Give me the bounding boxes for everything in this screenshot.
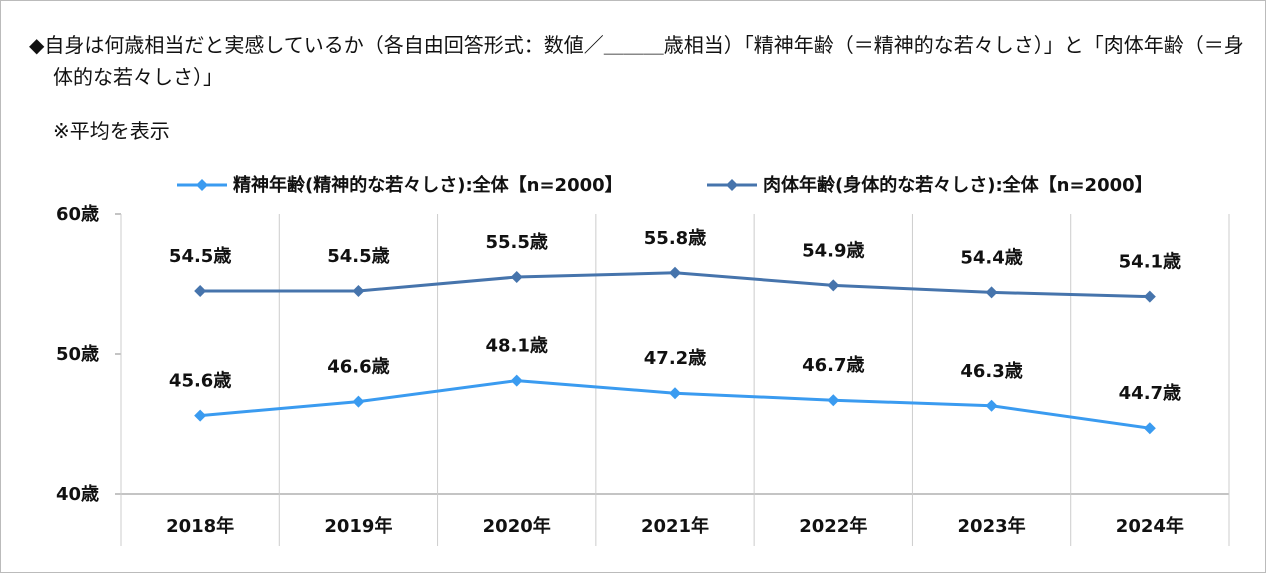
- value-label: 54.4歳: [960, 247, 1022, 268]
- x-tick-label: 2022年: [799, 515, 867, 537]
- point: [1143, 422, 1156, 435]
- point: [510, 271, 523, 283]
- value-label: 54.5歳: [169, 246, 231, 267]
- chart-subtitle: ※平均を表示: [53, 119, 170, 143]
- value-label: 54.9歳: [802, 240, 864, 261]
- value-label: 48.1歳: [486, 336, 548, 357]
- point: [510, 374, 523, 387]
- point: [1143, 290, 1156, 303]
- value-label: 44.7歳: [1119, 383, 1181, 404]
- value-label: 45.6歳: [169, 371, 231, 392]
- point: [827, 394, 840, 407]
- point: [827, 279, 840, 292]
- y-tick-label: 40歳: [56, 484, 99, 505]
- x-tick-label: 2019年: [324, 515, 392, 537]
- x-tick-label: 2020年: [483, 515, 551, 537]
- point: [669, 387, 681, 400]
- legend-label: 肉体年齢(身体的な若々しさ):全体【n=2000】: [763, 174, 1153, 196]
- value-label: 55.5歳: [486, 232, 548, 253]
- value-label: 54.5歳: [327, 246, 389, 267]
- point: [352, 285, 365, 297]
- legend-marker: [196, 179, 208, 191]
- point: [669, 266, 681, 279]
- x-tick-label: 2023年: [958, 515, 1026, 537]
- y-tick-label: 60歳: [56, 204, 99, 225]
- value-label: 54.1歳: [1119, 252, 1181, 273]
- chart-title: ◆自身は何歳相当だと実感しているか（各自由回答形式：数値／＿＿＿歳相当）「精神年…: [29, 33, 1244, 89]
- value-label: 47.2歳: [644, 348, 706, 369]
- value-label: 46.6歳: [327, 357, 389, 378]
- legend-marker: [726, 179, 738, 191]
- point: [194, 285, 207, 297]
- point: [352, 395, 365, 408]
- x-tick-label: 2021年: [641, 515, 709, 537]
- legend-label: 精神年齢(精神的な若々しさ):全体【n=2000】: [233, 174, 623, 196]
- point: [985, 399, 998, 412]
- x-tick-label: 2024年: [1116, 515, 1184, 537]
- point: [985, 286, 998, 299]
- point: [194, 409, 207, 422]
- y-tick-label: 50歳: [56, 344, 99, 365]
- value-label: 46.7歳: [802, 355, 864, 376]
- value-label: 55.8歳: [644, 228, 706, 249]
- x-tick-label: 2018年: [166, 515, 234, 537]
- value-label: 46.3歳: [960, 361, 1022, 382]
